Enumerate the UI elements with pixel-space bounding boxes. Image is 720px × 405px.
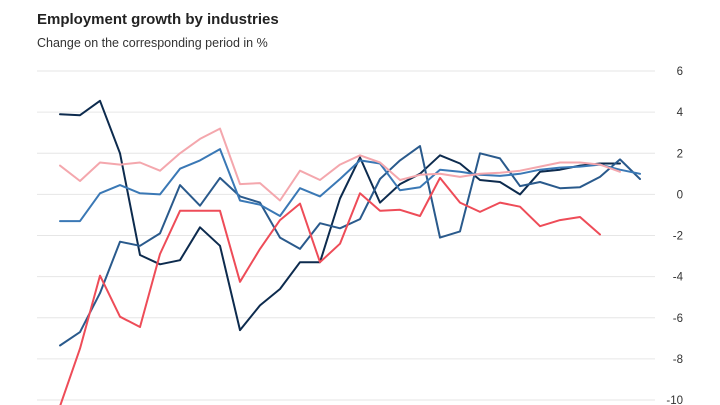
y-tick-label: 2 [677, 148, 683, 160]
series-line-2 [59, 145, 641, 347]
y-tick-label: 6 [677, 66, 683, 78]
y-tick-label: -4 [673, 272, 684, 284]
series-line-4 [59, 127, 621, 202]
series-line-5 [59, 176, 601, 405]
series-line-3 [59, 148, 641, 223]
y-axis-ticks: 6 4 2 0 -2 -4 -6 -8 -10 [666, 66, 683, 405]
y-tick-label: -2 [673, 231, 683, 243]
series-lines [59, 99, 641, 405]
chart-title: Employment growth by industries [37, 11, 279, 28]
y-tick-label: -6 [673, 313, 683, 325]
chart-subtitle: Change on the corresponding period in % [37, 36, 268, 50]
y-tick-label: 4 [677, 107, 684, 119]
series-line-1 [59, 99, 621, 332]
y-tick-label: -10 [666, 395, 683, 405]
y-tick-label: -8 [673, 354, 683, 366]
y-tick-label: 0 [677, 189, 683, 201]
gridlines [37, 70, 655, 401]
